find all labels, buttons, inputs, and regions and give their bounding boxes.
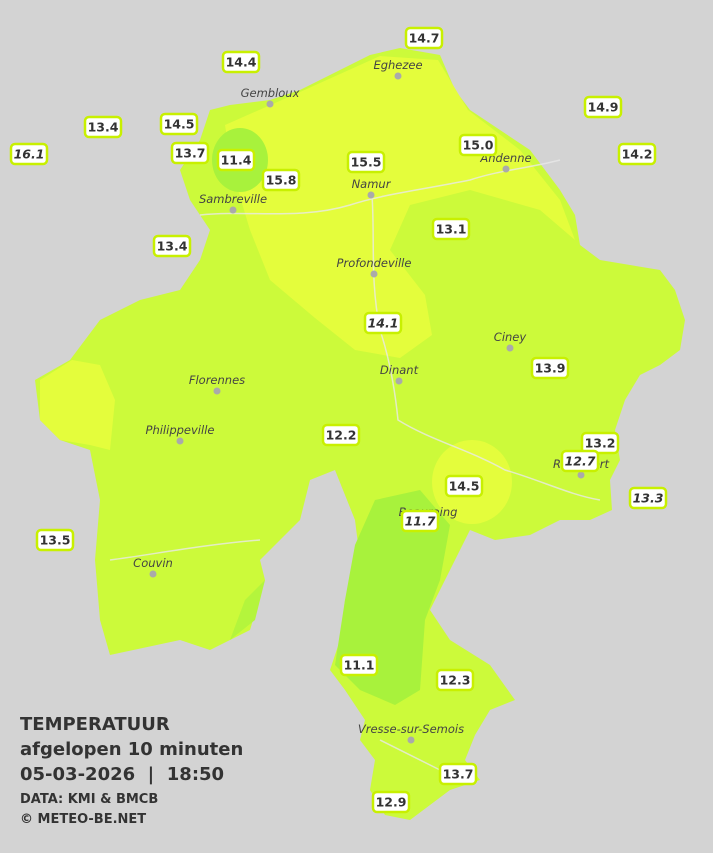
legend-copyright: © METEO-BE.NET [20,812,146,827]
city-label: Namur [352,177,392,191]
station-box [339,653,379,677]
station-box [444,474,484,498]
city-dot [367,191,375,199]
city-label: Philippeville [146,423,215,437]
station-box [371,790,411,814]
station-value: 14.5 [164,117,195,132]
station-value: 14.7 [409,31,440,46]
station-box [431,217,471,241]
city-label: Gembloux [241,86,300,100]
warm-zone [40,360,115,450]
station-box [400,509,440,533]
station-value: 12.2 [326,428,357,443]
city-dot [394,72,402,80]
station-box [83,115,123,139]
station-value: 15.8 [266,173,297,188]
station-value: 13.1 [436,222,467,237]
station-box [458,133,498,157]
legend-subtitle: afgelopen 10 minuten [20,739,243,760]
station-box [221,50,261,74]
station-box [435,668,475,692]
city-dot [229,206,237,214]
station-value: 13.7 [175,146,206,161]
station-box [321,423,361,447]
station-value: 15.0 [463,138,494,153]
station-box [35,528,75,552]
station-value: 12.7 [565,454,596,469]
city-label: Vresse-sur-Semois [358,722,464,736]
station-value: 13.5 [40,533,71,548]
station-value: 14.2 [622,147,653,162]
city-dot [213,387,221,395]
station-value: 13.3 [633,491,664,506]
river [109,159,601,771]
city-dot [395,377,403,385]
station-value: 14.5 [449,479,480,494]
station-box [583,95,623,119]
legend-source: DATA: KMI & BMCB [20,792,158,807]
station-value: 13.7 [443,767,474,782]
station-box [617,142,657,166]
station-value: 14.9 [588,100,619,115]
station-box [628,486,668,510]
warm-zone [225,56,575,358]
city-label: Florennes [189,373,245,387]
city-label: Ciney [494,330,527,344]
city-label: Couvin [133,556,173,570]
city-label: Profondeville [337,256,412,270]
cool-zone [230,580,265,640]
station-value: 14.4 [226,55,257,70]
station-box [560,449,600,473]
station-value: 14.1 [368,316,399,331]
legend-title: TEMPERATUUR [20,714,170,735]
city-dot [149,570,157,578]
station-box [261,168,301,192]
station-value: 12.3 [440,673,471,688]
station-value: 11.1 [344,658,375,673]
city-dot [502,165,510,173]
station-box [438,762,478,786]
station-value: 13.4 [157,239,188,254]
city-label: Dinant [380,363,419,377]
station-value: 13.2 [585,436,616,451]
cool-zone [335,490,450,705]
station-box [152,234,192,258]
station-value: 13.9 [535,361,566,376]
station-value: 12.9 [376,795,407,810]
station-value: 16.1 [14,147,45,162]
station-value: 15.5 [351,155,382,170]
legend-datetime: 05-03-2026 | 18:50 [20,764,224,785]
city-dot [577,471,585,479]
city-label: Sambreville [199,192,267,206]
station-value: 11.7 [405,514,436,529]
station-value: 11.4 [221,153,252,168]
station-box [216,148,256,172]
station-box [159,112,199,136]
station-box [346,150,386,174]
city-dot [266,100,274,108]
city-dot [407,736,415,744]
city-dot [506,344,514,352]
station-box [530,356,570,380]
station-box [363,311,403,335]
station-box [170,141,210,165]
station-box [580,431,620,455]
city-label: Eghezee [373,58,422,72]
station-box [404,26,444,50]
station-box [9,142,49,166]
city-dot [176,437,184,445]
station-value: 13.4 [88,120,119,135]
city-dot [370,270,378,278]
